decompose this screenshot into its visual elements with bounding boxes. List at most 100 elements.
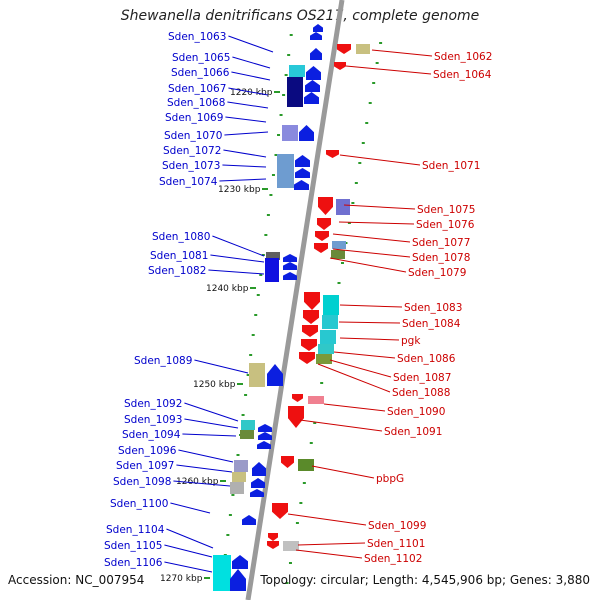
colored-gene-block <box>308 396 324 404</box>
genome-backbone <box>245 0 345 600</box>
right-gene-label: Sden_1079 <box>408 267 466 279</box>
right-gene-label: Sden_1101 <box>367 538 425 550</box>
left-gene-label: Sden_1068 <box>167 97 225 109</box>
forward-gene-arrow <box>230 569 246 591</box>
forward-gene-arrow <box>242 515 256 525</box>
position-tick <box>354 182 358 184</box>
right-leader-line <box>333 351 396 359</box>
position-tick <box>241 414 245 416</box>
position-tick <box>228 514 232 516</box>
forward-gene-arrow <box>250 489 264 497</box>
left-leader-line <box>178 449 234 463</box>
reverse-gene-arrow <box>301 339 317 351</box>
right-gene-label: Sden_1084 <box>402 318 461 330</box>
scale-tick <box>262 188 268 190</box>
colored-gene-block <box>336 199 350 215</box>
left-gene-label: Sden_1097 <box>116 460 174 472</box>
left-gene-label: Sden_1069 <box>165 112 223 124</box>
forward-gene-arrow <box>232 555 248 569</box>
scale-tick <box>204 577 210 579</box>
left-gene-label: Sden_1073 <box>162 160 220 172</box>
position-tick <box>309 442 313 444</box>
scale-label: 1230 kbp <box>218 185 261 195</box>
forward-gene-arrow <box>283 272 297 280</box>
forward-gene-arrow <box>252 462 266 476</box>
left-leader-line <box>210 254 265 263</box>
colored-gene-block <box>298 459 314 471</box>
left-gene-label: Sden_1080 <box>152 231 210 243</box>
right-gene-label: Sden_1062 <box>434 51 492 63</box>
left-leader-line <box>223 149 267 158</box>
reverse-gene-arrow <box>334 62 346 70</box>
position-tick <box>271 174 275 176</box>
reverse-gene-arrow <box>315 231 329 241</box>
position-tick <box>277 134 281 136</box>
right-leader-line <box>332 248 411 258</box>
colored-gene-block <box>282 125 298 141</box>
reverse-gene-arrow <box>268 533 278 541</box>
forward-gene-arrow <box>283 262 297 270</box>
colored-gene-block <box>322 315 338 329</box>
forward-gene-arrow <box>299 125 314 141</box>
reverse-gene-arrow <box>317 218 331 230</box>
position-tick <box>372 82 376 84</box>
position-tick <box>289 34 293 36</box>
right-leader-line <box>297 542 366 546</box>
left-leader-line <box>225 116 267 123</box>
left-gene-label: Sden_1066 <box>171 67 230 79</box>
position-tick <box>244 394 248 396</box>
right-leader-line <box>338 221 415 225</box>
position-tick <box>358 162 362 164</box>
right-leader-line <box>287 513 367 526</box>
accession-label: Accession: NC_007954 <box>8 573 145 587</box>
position-tick <box>282 94 286 96</box>
forward-gene-arrow <box>267 364 283 386</box>
left-gene-label: Sden_1096 <box>118 445 177 457</box>
left-gene-label: Sden_1105 <box>104 540 162 552</box>
position-tick <box>284 74 288 76</box>
left-leader-line <box>212 235 265 257</box>
forward-gene-arrow <box>310 32 322 40</box>
left-leader-line <box>219 178 267 182</box>
colored-gene-block <box>230 482 244 494</box>
forward-gene-arrow <box>258 424 272 432</box>
right-leader-line <box>332 233 411 243</box>
right-gene-label: Sden_1064 <box>433 69 492 81</box>
forward-gene-arrow <box>257 441 271 449</box>
scale-label: 1260 kbp <box>176 477 219 487</box>
left-leader-line <box>224 131 269 136</box>
scale-tick <box>237 383 243 385</box>
colored-gene-block <box>234 460 248 472</box>
reverse-gene-arrow <box>303 310 319 324</box>
left-leader-line <box>164 561 213 573</box>
left-gene-label: Sden_1067 <box>168 83 226 95</box>
right-leader-line <box>371 49 433 57</box>
left-gene-label: Sden_1081 <box>150 250 208 262</box>
scale-label: 1240 kbp <box>206 284 249 294</box>
reverse-gene-arrow <box>318 197 333 215</box>
reverse-gene-arrow <box>292 394 303 402</box>
right-gene-label: Sden_1087 <box>393 372 451 384</box>
left-gene-label: Sden_1106 <box>104 557 163 569</box>
left-gene-label: Sden_1074 <box>159 176 218 188</box>
right-leader-line <box>339 337 400 341</box>
colored-gene-block <box>266 252 280 260</box>
reverse-gene-arrow <box>267 541 279 549</box>
scale-label: 1270 kbp <box>160 574 203 584</box>
colored-gene-block <box>213 555 231 591</box>
position-tick <box>295 522 299 524</box>
position-tick <box>320 382 324 384</box>
position-tick <box>379 42 383 44</box>
reverse-gene-arrow <box>314 243 328 253</box>
position-tick <box>251 334 255 336</box>
right-gene-label: Sden_1090 <box>387 406 445 418</box>
left-gene-label: Sden_1093 <box>124 414 182 426</box>
left-leader-line <box>228 87 269 96</box>
colored-gene-block <box>232 472 246 482</box>
position-tick <box>287 54 291 56</box>
position-tick <box>351 202 355 204</box>
right-gene-label: Sden_1076 <box>416 219 475 231</box>
colored-gene-block <box>283 541 299 551</box>
right-gene-label: Sden_1091 <box>384 426 442 438</box>
